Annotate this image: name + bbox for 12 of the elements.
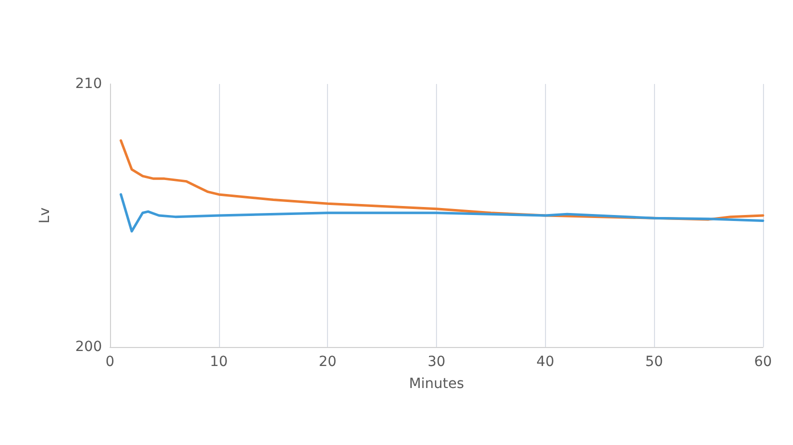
x-tick-label: 0 [106, 354, 114, 370]
x-tick-label: 20 [318, 354, 337, 370]
x-axis-title: Minutes [408, 376, 464, 392]
x-tick-label: 40 [536, 354, 554, 370]
y-tick-label: 210 [75, 76, 102, 92]
y-axis-title: Lv [37, 207, 53, 224]
x-tick-label: 10 [210, 354, 228, 370]
line-series [120, 193, 764, 233]
y-tick-label: 200 [75, 339, 102, 355]
x-tick-label: 30 [428, 354, 446, 370]
x-tick-label: 50 [645, 354, 664, 370]
x-tick-label: 60 [754, 354, 772, 370]
